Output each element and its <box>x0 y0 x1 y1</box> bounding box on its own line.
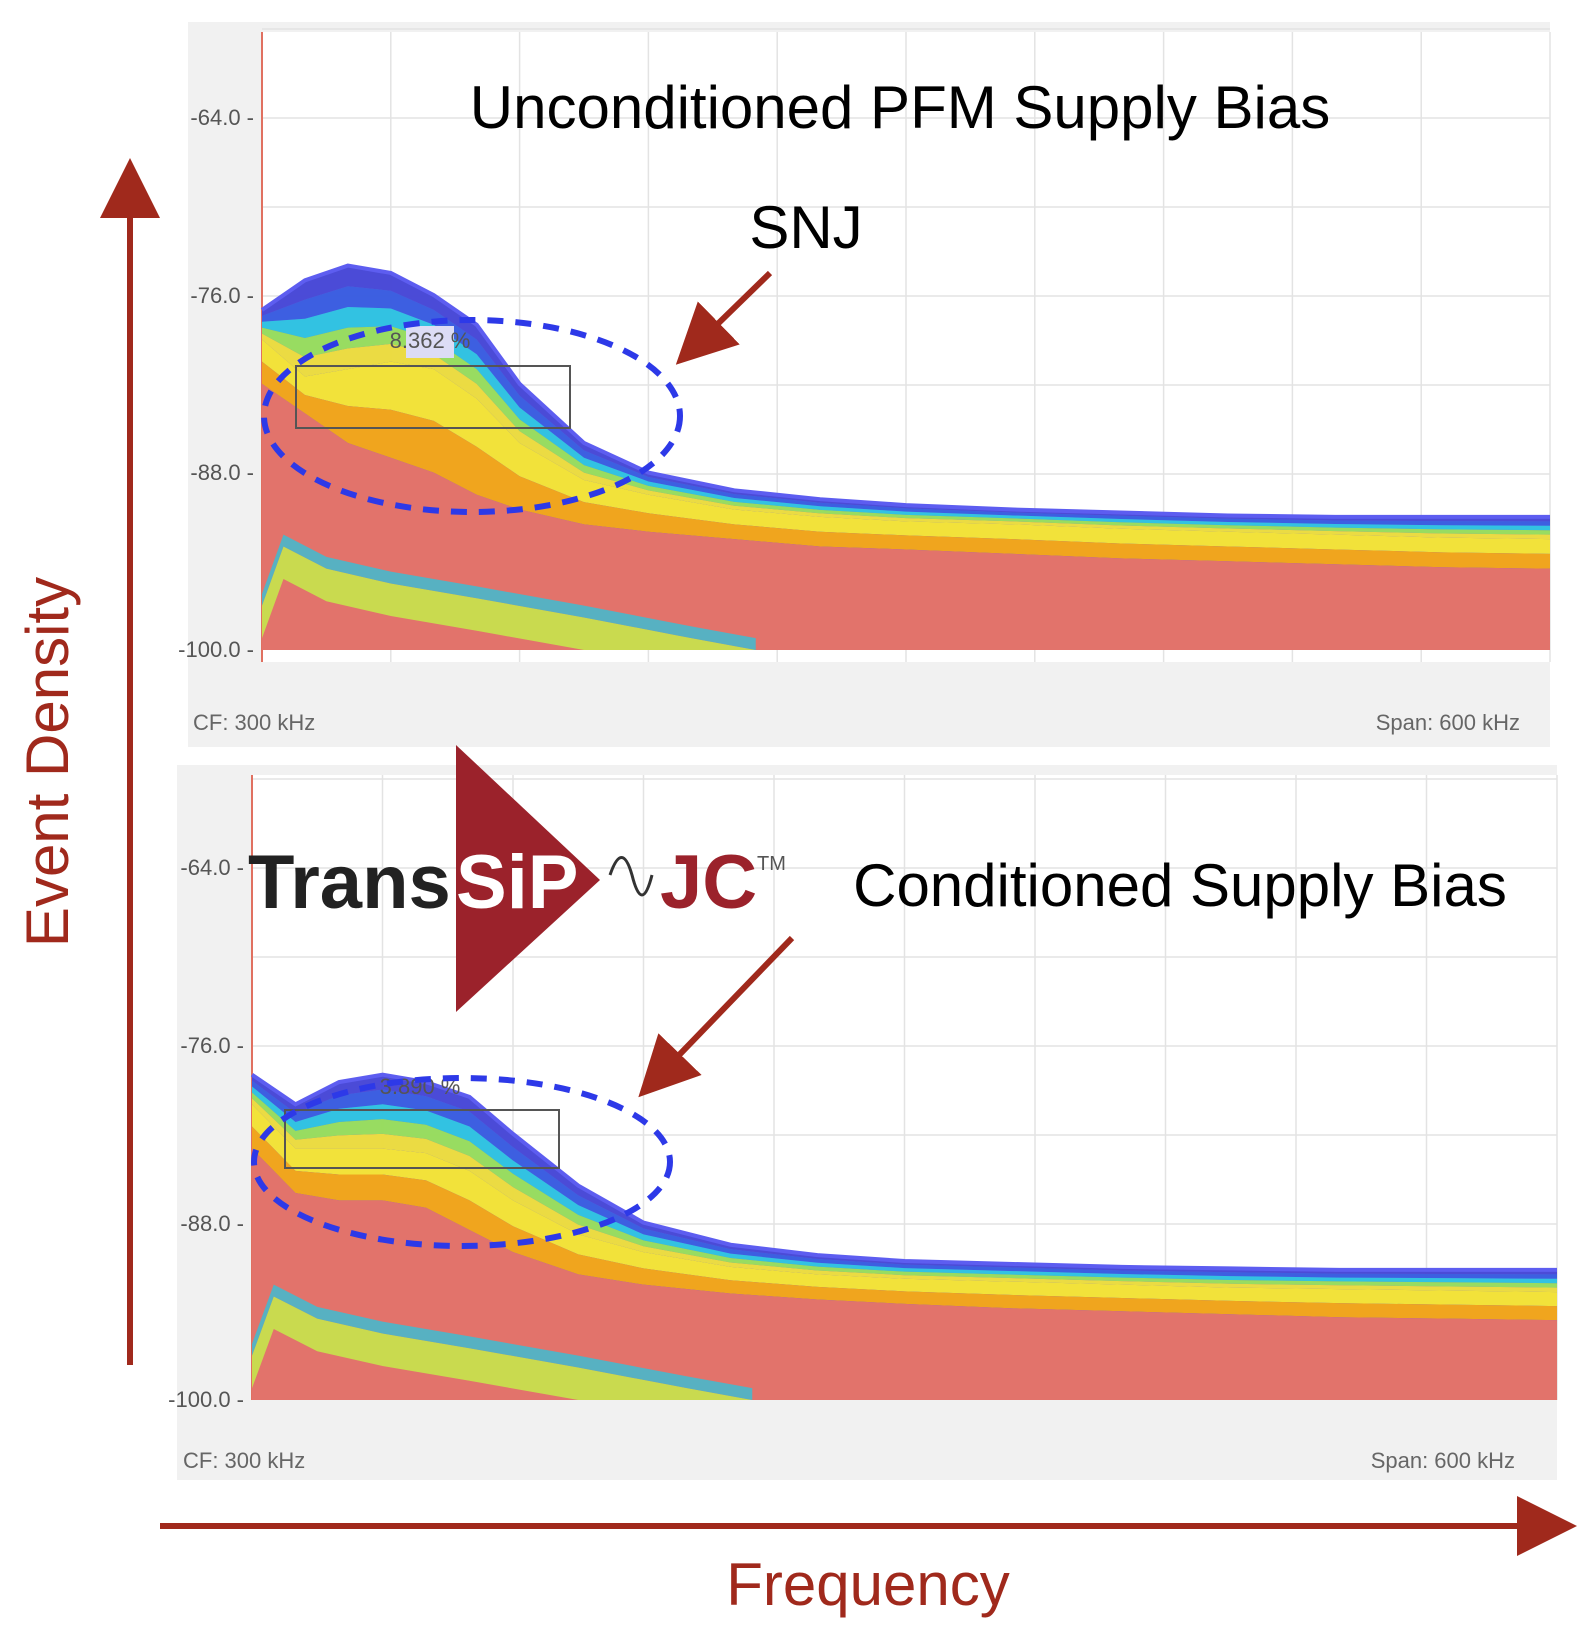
marker-label-bg <box>406 326 454 358</box>
logo-triangle <box>456 745 600 1012</box>
density-band <box>252 1104 1557 1307</box>
envelope-line <box>260 263 1550 519</box>
panel-title: Conditioned Supply Bias <box>853 852 1507 919</box>
density-band <box>262 326 1550 535</box>
density-band <box>262 286 1550 526</box>
secondary-ridge-edge <box>252 1284 753 1400</box>
base-fill <box>252 1148 1557 1400</box>
secondary-ridge <box>252 1296 753 1400</box>
density-band <box>252 1126 1557 1321</box>
sine-wave-icon <box>608 856 654 897</box>
density-band <box>262 333 1550 540</box>
center-frequency-label: CF: 300 kHz <box>193 710 315 735</box>
marker-box <box>284 1109 560 1169</box>
y-tick-labels: -64.0 - -76.0 - -88.0 - -100.0 - <box>178 105 254 662</box>
span-label: Span: 600 kHz <box>1371 1448 1515 1473</box>
y-axis-label: Event Density <box>14 577 81 947</box>
transsip-jc-logo: Trans SiP JC TM <box>248 745 786 1012</box>
logo-trademark: TM <box>757 853 786 875</box>
density-band <box>252 1086 1557 1284</box>
unconditioned-panel: -64.0 - -76.0 - -88.0 - -100.0 - 8.362 % Un… <box>178 22 1551 747</box>
y-tick-label: -64.0 - <box>190 105 254 130</box>
y-tick-label: -64.0 - <box>180 855 244 880</box>
y-tick-label: -88.0 - <box>190 460 254 485</box>
center-frequency-label: CF: 300 kHz <box>183 1448 305 1473</box>
density-band <box>262 361 1550 569</box>
secondary-ridge-edge <box>262 534 756 650</box>
x-axis-label: Frequency <box>726 1551 1009 1618</box>
y-tick-label: -88.0 - <box>180 1211 244 1236</box>
secondary-ridge <box>262 546 756 650</box>
y-tick-label: -76.0 - <box>190 283 254 308</box>
density-band <box>262 265 1550 522</box>
spectrum-area <box>260 263 1550 650</box>
span-label: Span: 600 kHz <box>1376 710 1520 735</box>
base-fill <box>262 383 1550 650</box>
logo-text-sip: SiP <box>456 840 579 925</box>
logo-text-jc: JC <box>660 840 757 925</box>
conditioned-arrow <box>638 935 795 1098</box>
density-band <box>252 1080 1557 1279</box>
density-band <box>262 306 1550 531</box>
spectrum-area <box>250 1072 1557 1400</box>
marker-box <box>295 365 571 429</box>
conditioned-panel: -64.0 --76.0 --88.0 --100.0 - 3.890 % Co… <box>168 765 1558 1480</box>
density-band <box>252 1098 1557 1293</box>
y-tick-labels: -64.0 - -76.0 - -88.0 - -100.0 - <box>168 855 244 1412</box>
y-tick-label: -76.0 - <box>180 1033 244 1058</box>
logo-text-trans: Trans <box>248 840 451 925</box>
highlight-ellipse <box>261 317 683 515</box>
panel-title: Unconditioned PFM Supply Bias <box>470 74 1330 141</box>
envelope-line <box>250 1072 1557 1272</box>
snj-annotation: SNJ <box>749 194 862 261</box>
y-tick-label: -100.0 - <box>178 637 254 662</box>
snj-arrow <box>675 270 773 365</box>
y-tick-label: -100.0 - <box>168 1387 244 1412</box>
highlight-ellipse <box>251 1075 673 1249</box>
density-band <box>262 339 1550 554</box>
marker-label: 8.362 % <box>390 328 471 353</box>
